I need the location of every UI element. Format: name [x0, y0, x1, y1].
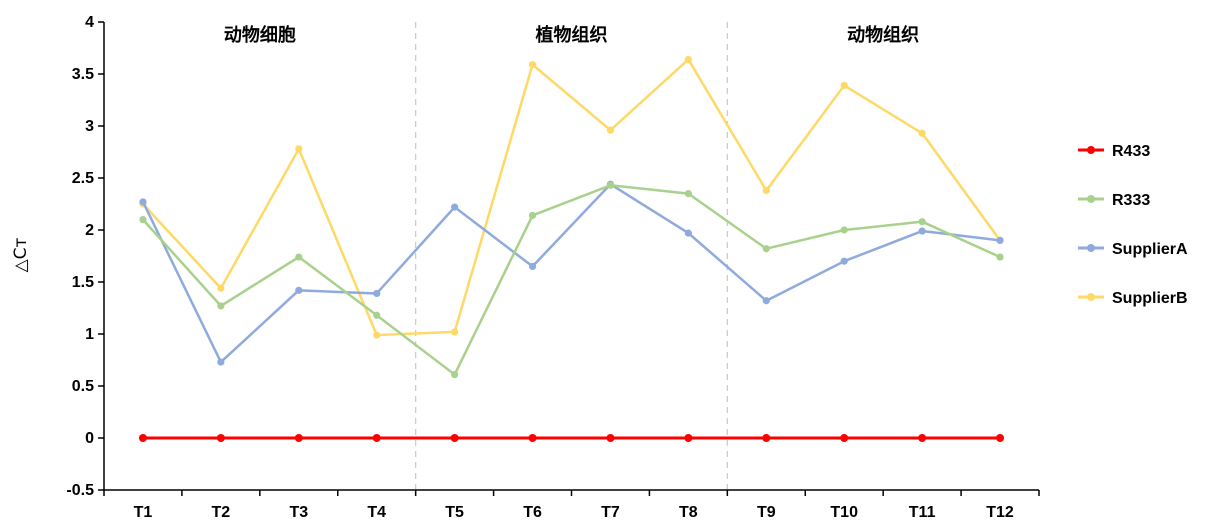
data-point — [294, 434, 303, 442]
x-tick-label: T6 — [523, 504, 542, 521]
y-tick-label: 2 — [85, 222, 94, 239]
group-label: 动物细胞 — [224, 24, 296, 46]
x-tick-label: T5 — [445, 504, 464, 521]
x-tick-label: T11 — [909, 504, 936, 521]
data-point — [840, 81, 848, 90]
data-point — [373, 289, 381, 298]
legend: R433 R333 SupplierA SupplierB — [1078, 143, 1188, 307]
y-tick-label: 1 — [85, 326, 94, 343]
data-point — [451, 328, 459, 336]
x-tick-label: T9 — [757, 504, 776, 521]
data-point — [139, 216, 147, 224]
y-tick-label: 3 — [85, 118, 94, 135]
y-axis-label: △Cт — [11, 237, 31, 272]
data-point — [528, 262, 537, 270]
series-layer — [138, 55, 1005, 442]
data-point — [996, 236, 1004, 244]
data-point — [918, 218, 926, 226]
data-point — [918, 129, 926, 137]
x-tick-label: T3 — [289, 504, 308, 521]
data-point — [451, 203, 459, 211]
axes — [103, 22, 1039, 491]
legend-swatch-marker — [1087, 293, 1095, 301]
y-ticks: -0.5 0 0.5 1 1.5 2 2.5 3 3.5 4 — [66, 14, 104, 499]
y-tick-label: 1.5 — [72, 274, 94, 291]
data-point — [451, 370, 459, 379]
data-point — [606, 181, 615, 189]
data-point — [216, 434, 225, 442]
legend-label: R433 — [1112, 143, 1150, 160]
data-point — [996, 253, 1004, 261]
data-point — [373, 311, 381, 319]
data-point — [762, 297, 770, 305]
data-point — [684, 434, 693, 442]
data-point — [840, 226, 848, 234]
data-point — [528, 434, 537, 442]
data-point — [373, 331, 381, 339]
data-point — [528, 211, 537, 220]
data-point — [606, 434, 615, 442]
y-tick-label: 0 — [85, 430, 94, 447]
data-point — [295, 145, 303, 153]
legend-swatch-marker — [1087, 195, 1095, 203]
data-point — [918, 227, 926, 235]
data-point — [295, 286, 303, 294]
x-tick-label: T10 — [830, 504, 858, 521]
data-point — [372, 434, 381, 442]
data-point — [139, 198, 147, 206]
y-tick-label: 3.5 — [72, 66, 94, 83]
legend-label: SupplierB — [1112, 290, 1188, 307]
data-point — [684, 55, 692, 64]
data-point — [528, 61, 537, 69]
legend-label: SupplierA — [1112, 241, 1188, 258]
data-point — [918, 434, 927, 442]
x-tick-label: T7 — [601, 504, 620, 521]
data-point — [450, 434, 459, 442]
x-tick-label: T2 — [212, 504, 231, 521]
data-point — [996, 434, 1005, 442]
legend-swatch-marker — [1087, 146, 1095, 154]
data-point — [684, 190, 692, 198]
data-point — [840, 434, 849, 442]
group-labels: 动物细胞 植物组织 动物组织 — [224, 24, 919, 46]
legend-label: R333 — [1112, 192, 1150, 209]
data-point — [762, 186, 770, 195]
data-point — [217, 358, 225, 366]
data-point — [606, 126, 615, 134]
y-tick-label: 4 — [85, 14, 94, 31]
x-tick-label: T1 — [134, 504, 153, 521]
group-label: 植物组织 — [536, 24, 608, 46]
data-point — [138, 434, 147, 442]
y-tick-label: 2.5 — [72, 170, 94, 187]
group-label: 动物组织 — [847, 24, 919, 46]
data-point — [295, 253, 303, 261]
series-line — [141, 182, 1001, 364]
group-dividers — [415, 22, 728, 490]
legend-swatch-marker — [1087, 244, 1095, 252]
x-tick-label: T12 — [986, 504, 1014, 521]
data-point — [762, 245, 770, 253]
series-line — [142, 58, 1002, 337]
series-line — [142, 184, 1001, 376]
data-point — [684, 229, 692, 237]
x-tick-label: T4 — [367, 504, 386, 521]
x-ticks: T1 T2 T3 T4 T5 T6 T7 T8 T9 T10 T11 T12 — [103, 490, 1040, 521]
data-point — [840, 257, 848, 265]
y-tick-label: -0.5 — [66, 482, 94, 499]
data-point — [217, 302, 225, 310]
data-point — [762, 434, 771, 442]
data-point — [217, 284, 225, 292]
x-tick-label: T8 — [679, 504, 698, 521]
y-tick-label: 0.5 — [72, 378, 94, 395]
